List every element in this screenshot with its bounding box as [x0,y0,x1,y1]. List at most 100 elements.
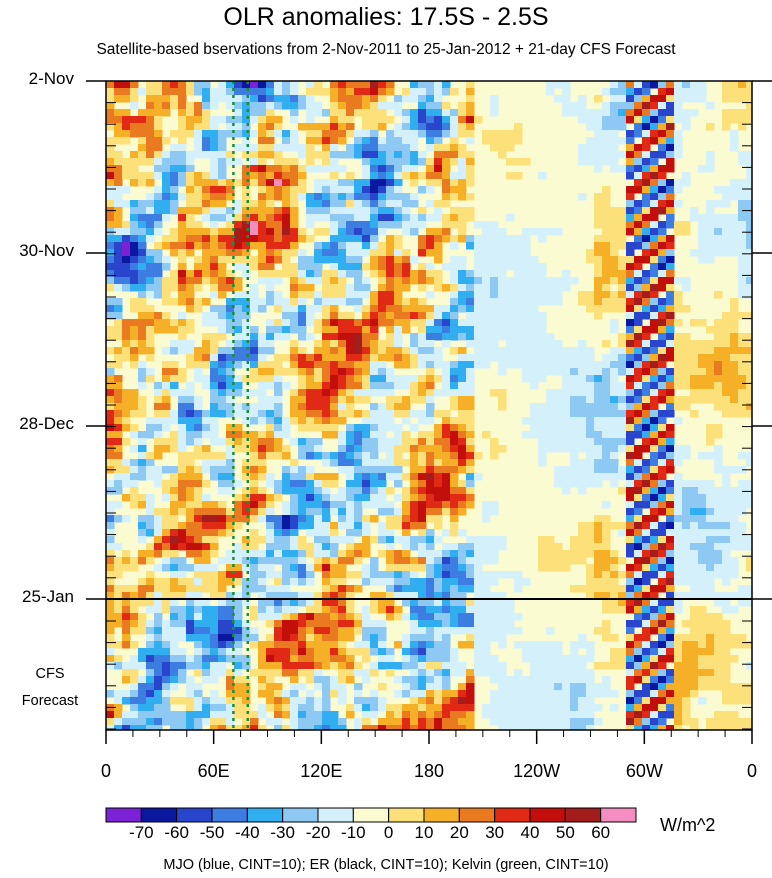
field-cell [418,662,427,670]
field-cell [642,620,651,628]
field-cell [370,536,379,544]
field-cell [706,557,715,565]
field-cell [666,599,675,607]
field-cell [562,368,571,376]
field-cell [410,312,419,320]
field-cell [386,522,395,530]
field-cell [162,606,171,614]
field-cell [346,452,355,460]
field-cell [354,543,363,551]
field-cell [418,375,427,383]
field-cell [666,200,675,208]
field-cell [162,151,171,159]
field-cell [194,536,203,544]
field-cell [698,249,707,257]
field-cell [666,529,675,537]
field-cell [410,137,419,145]
field-cell [242,172,251,180]
field-cell [586,466,595,474]
field-cell [378,438,387,446]
field-cell [226,466,235,474]
field-cell [442,438,451,446]
field-cell [642,487,651,495]
field-cell [426,515,435,523]
field-cell [210,550,219,558]
field-cell [610,158,619,166]
field-cell [154,151,163,159]
field-cell [226,445,235,453]
field-cell [570,655,579,663]
field-cell [346,151,355,159]
field-cell [306,606,315,614]
field-cell [338,571,347,579]
field-cell [202,186,211,194]
field-cell [722,494,731,502]
field-cell [578,445,587,453]
field-cell [538,452,547,460]
field-cell [498,627,507,635]
field-cell [434,347,443,355]
field-cell [178,158,187,166]
field-cell [274,375,283,383]
field-cell [610,291,619,299]
field-cell [194,473,203,481]
field-cell [410,221,419,229]
field-cell [234,480,243,488]
field-cell [658,578,667,586]
field-cell [138,207,147,215]
field-cell [234,95,243,103]
field-cell [618,305,627,313]
field-cell [666,641,675,649]
field-cell [346,620,355,628]
field-cell [330,193,339,201]
field-cell [106,585,115,593]
field-cell [562,550,571,558]
field-cell [370,242,379,250]
field-cell [698,165,707,173]
field-cell [682,354,691,362]
field-cell [674,592,683,600]
field-cell [250,361,259,369]
field-cell [426,130,435,138]
field-cell [194,207,203,215]
field-cell [402,207,411,215]
field-cell [338,438,347,446]
field-cell [730,312,739,320]
field-cell [178,410,187,418]
field-cell [562,81,571,89]
field-cell [490,305,499,313]
field-cell [234,606,243,614]
field-cell [106,389,115,397]
field-cell [186,319,195,327]
field-cell [426,599,435,607]
field-cell [218,396,227,404]
field-cell [514,578,523,586]
field-cell [298,361,307,369]
field-cell [586,109,595,117]
field-cell [546,361,555,369]
field-cell [666,144,675,152]
field-cell [586,417,595,425]
field-cell [698,340,707,348]
field-cell [522,319,531,327]
field-cell [626,221,635,229]
field-cell [434,333,443,341]
field-cell [362,487,371,495]
field-cell [194,102,203,110]
field-cell [466,361,475,369]
field-cell [338,130,347,138]
field-cell [266,508,275,516]
field-cell [362,431,371,439]
field-cell [738,116,747,124]
field-cell [370,417,379,425]
field-cell [258,235,267,243]
field-cell [394,557,403,565]
field-cell [658,116,667,124]
field-cell [442,648,451,656]
field-cell [122,256,131,264]
field-cell [642,389,651,397]
field-cell [290,277,299,285]
field-cell [650,200,659,208]
field-cell [370,207,379,215]
field-cell [186,347,195,355]
